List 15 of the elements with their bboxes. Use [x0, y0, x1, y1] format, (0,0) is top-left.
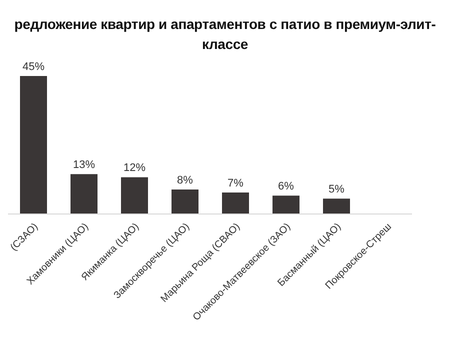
bar: [172, 189, 198, 214]
data-label: 8%: [177, 174, 194, 186]
data-label: 6%: [278, 180, 294, 193]
data-label: 5%: [328, 184, 345, 196]
chart-title: редложение квартир и апартаментов с патио в премиум-элит-классе: [13, 15, 437, 54]
bar: [272, 196, 300, 214]
bar: [222, 192, 249, 214]
data-label: 45%: [22, 61, 45, 73]
bar: [70, 174, 98, 214]
bar: [323, 198, 350, 214]
bar: [121, 177, 148, 214]
bar: [20, 76, 47, 214]
data-label: 13%: [72, 159, 96, 172]
data-label: 12%: [123, 162, 146, 174]
data-label: 7%: [228, 178, 244, 190]
